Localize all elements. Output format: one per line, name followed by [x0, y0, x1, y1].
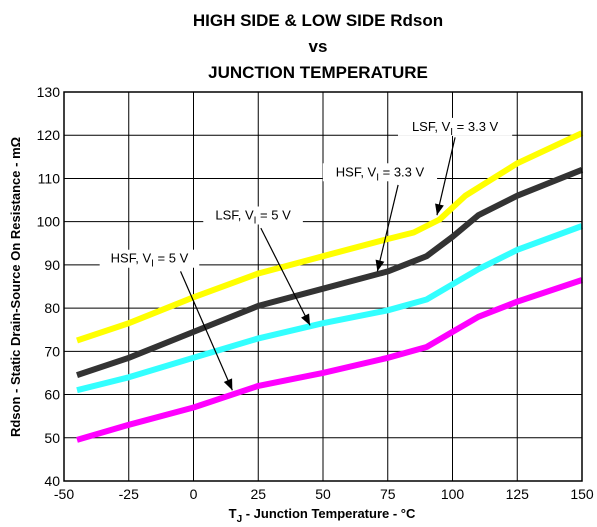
annotation-label-suffix: = 5 V [154, 251, 189, 266]
plot-frame [63, 91, 583, 482]
y-tick-label: 120 [37, 127, 61, 143]
annotation-label-suffix: = 3.3 V [453, 119, 498, 134]
x-axis-label-main: T [229, 506, 237, 521]
annotation-arrowhead [435, 203, 444, 216]
x-tick-label: -25 [119, 486, 139, 502]
annotation-label: LSF, VI = 5 V [215, 208, 291, 227]
x-axis-label: TJ - Junction Temperature - °C [229, 506, 416, 525]
chart-title-line-1: HIGH SIDE & LOW SIDE Rdson [193, 11, 443, 30]
x-tick-label: 75 [380, 486, 396, 502]
y-tick-label: 70 [44, 343, 60, 359]
chart-title: HIGH SIDE & LOW SIDE Rdson vs JUNCTION T… [193, 11, 443, 82]
y-tick-label: 100 [37, 214, 61, 230]
annotation-arrow-line [436, 137, 456, 216]
annotation-arrow-line [376, 184, 399, 272]
annotation-label: HSF, VI = 5 V [111, 251, 189, 270]
y-tick-label: 60 [44, 387, 60, 403]
x-tick-label: 0 [190, 486, 198, 502]
x-tick-label: 150 [570, 486, 594, 502]
series-line [76, 167, 584, 378]
annotation-label-prefix: LSF, V [215, 208, 254, 223]
annotation-label-prefix: HSF, V [336, 164, 377, 179]
series-group [76, 130, 584, 443]
x-tick-label: 25 [250, 486, 266, 502]
y-tick-label: 80 [44, 300, 60, 316]
annotation-arrowhead [301, 313, 311, 326]
x-axis-label-rest: - Junction Temperature - °C [242, 506, 416, 521]
x-tick-labels: -50 -25 0 25 50 75 100 125 150 [54, 486, 594, 502]
y-tick-label: 110 [38, 170, 61, 186]
annotation-label-suffix: = 3.3 V [379, 164, 424, 179]
chart-title-line-2: vs [309, 37, 328, 56]
annotation-arrowhead [223, 378, 233, 391]
series-line [76, 223, 584, 394]
y-axis-label: Rdson - Static Drain-Source On Resistanc… [8, 137, 23, 437]
y-tick-label: 130 [37, 84, 61, 100]
annotation-label-bg [397, 117, 513, 136]
annotation-label-sub: I [376, 172, 379, 183]
annotation-label-suffix: = 5 V [256, 208, 291, 223]
annotation-label-prefix: HSF, V [111, 251, 152, 266]
x-tick-label: 100 [441, 486, 465, 502]
annotation-label-bg [203, 206, 303, 225]
y-tick-label: 50 [44, 430, 60, 446]
x-tick-label: -50 [54, 486, 74, 502]
y-tick-label: 90 [44, 257, 60, 273]
annotation-label: HSF, VI = 3.3 V [336, 164, 425, 183]
annotation-label: LSF, VI = 3.3 V [412, 119, 499, 138]
annotation-arrow-line [260, 227, 311, 326]
x-axis-label-sub: J [237, 514, 243, 525]
annotation-label-sub: I [254, 216, 257, 227]
y-tick-labels: 40 50 60 70 80 90 100 110 120 130 [37, 84, 61, 489]
annotation-label-prefix: LSF, V [412, 119, 451, 134]
y-tick-label: 40 [44, 473, 60, 489]
chart-title-line-3: JUNCTION TEMPERATURE [208, 63, 428, 82]
series-line [76, 130, 584, 344]
annotation-label-bg [322, 163, 438, 182]
annotation-arrowhead [375, 259, 385, 272]
annotation-label-sub: I [450, 127, 453, 138]
annotation-label-bg [99, 249, 200, 268]
annotation-label-sub: I [151, 259, 154, 270]
x-tick-label: 50 [315, 486, 331, 502]
annotation-arrow-line [179, 271, 233, 391]
x-tick-label: 125 [506, 486, 530, 502]
series-line [76, 277, 583, 443]
